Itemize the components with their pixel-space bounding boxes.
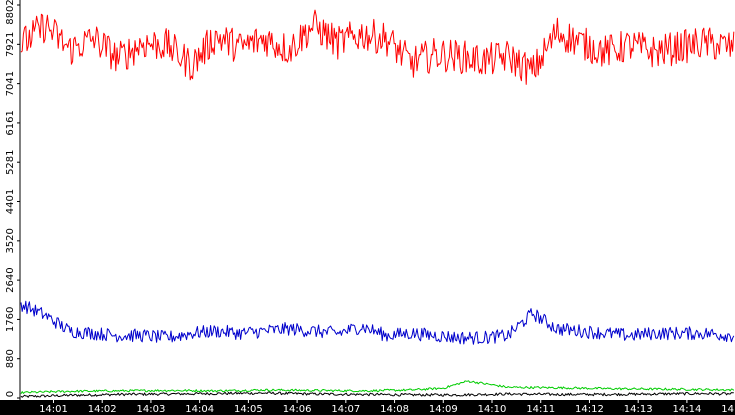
y-tick-label: 7921 [5, 32, 16, 57]
y-tick-label: 1760 [5, 307, 16, 332]
y-tick-label: 880 [5, 349, 16, 368]
x-tick-label: 14:07 [331, 404, 360, 415]
y-tick-label: 3520 [5, 228, 16, 253]
y-axis-ticks: 0 880 1760 2640 3520 4401 5281 6161 7041 7921 8802 [5, 0, 20, 399]
y-tick-label: 7041 [5, 71, 16, 96]
x-tick-label: 14:14 [672, 404, 701, 415]
x-tick-label: 14 [721, 404, 734, 415]
series-line-2 [20, 300, 735, 345]
y-tick-label: 2640 [5, 267, 16, 292]
y-tick-label: 8802 [5, 0, 16, 25]
y-tick-label: 6161 [5, 110, 16, 135]
x-tick-label: 14:03 [137, 404, 166, 415]
series-line-4 [20, 391, 734, 398]
y-tick-label: 4401 [5, 189, 16, 214]
x-tick-label: 14:02 [88, 404, 117, 415]
x-tick-label: 14:05 [234, 404, 263, 415]
x-tick-label: 14:06 [283, 404, 312, 415]
x-tick-label: 14:01 [39, 404, 68, 415]
x-axis-ticks: 14:01 14:02 14:03 14:04 14:05 14:06 14:07 14:08… [39, 400, 734, 415]
x-tick-label: 14:12 [575, 404, 604, 415]
x-tick-label: 14:10 [478, 404, 507, 415]
x-axis-band [0, 400, 735, 415]
x-tick-label: 14:13 [624, 404, 653, 415]
series-line-3 [20, 380, 735, 394]
series-layer [20, 9, 735, 398]
y-tick-label: 5281 [5, 149, 16, 174]
x-tick-label: 14:04 [185, 404, 214, 415]
x-tick-label: 14:11 [526, 404, 555, 415]
x-tick-label: 14:08 [380, 404, 409, 415]
y-tick-label: 0 [5, 391, 16, 397]
x-tick-label: 14:09 [429, 404, 458, 415]
series-line-1 [20, 9, 735, 85]
